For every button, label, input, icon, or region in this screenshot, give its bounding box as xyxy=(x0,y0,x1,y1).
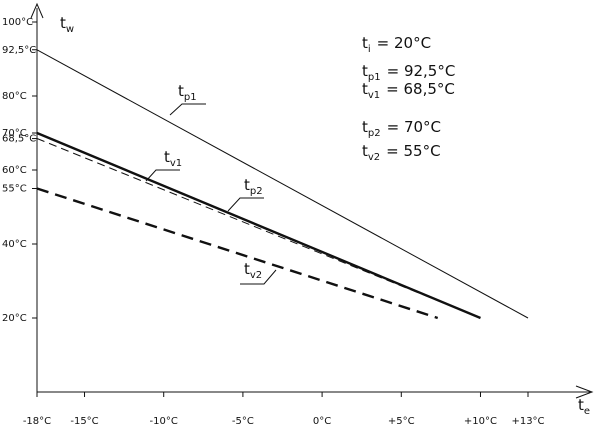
series-label-tv2: tv2 xyxy=(240,260,277,285)
y-tick-label-70: 70°C xyxy=(2,128,27,139)
svg-text:tp1: tp1 xyxy=(178,82,197,103)
y-ticks: 100°C 92,5°C 80°C 70°C68,5°C 60°C 55°C 40°C 20°… xyxy=(2,17,37,324)
x-tick-label-13: +13°C xyxy=(511,416,544,426)
x-tick-label-m5: -5°C xyxy=(232,416,254,426)
legend-block: ti = 20°C tp1 = 92,5°C tv1 = 68,5°C tp2 = 70… xyxy=(362,34,455,163)
legend-tp1: tp1 = 92,5°C xyxy=(362,62,455,83)
x-tick-label-m10: -10°C xyxy=(150,416,178,426)
x-axis-label-sub: e xyxy=(584,406,590,417)
y-axis-arrow-icon xyxy=(30,2,44,19)
y-tick-label-68-5: 68,5°C xyxy=(2,134,36,145)
leader-line-tv2 xyxy=(240,269,277,285)
x-axis-label: te xyxy=(578,396,590,417)
x-tick-label-0: 0°C xyxy=(313,416,331,426)
svg-text:tp2: tp2 xyxy=(244,176,263,197)
leader-line-tp1 xyxy=(169,103,206,116)
x-axis-arrow-icon xyxy=(575,385,594,399)
series-line-tv2 xyxy=(36,187,439,320)
y-tick-label-40: 40°C xyxy=(2,239,27,250)
x-axis-label-base: t xyxy=(578,396,584,414)
leader-line-tp2 xyxy=(227,197,264,212)
x-tick-label-m15: -15°C xyxy=(70,416,98,426)
y-axis-label-base: t xyxy=(60,14,66,32)
series-line-tv1 xyxy=(36,138,481,319)
legend-tv1: tv1 = 68,5°C xyxy=(362,80,455,101)
legend-tp2: tp2 = 70°C xyxy=(362,118,441,139)
y-axis-label: tw xyxy=(60,14,74,35)
series-label-tv1: tv1 xyxy=(145,148,182,182)
x-tick-label-5: +5°C xyxy=(388,416,415,426)
x-ticks: -18°C -15°C -10°C -5°C 0°C +5°C +10°C +13°C xyxy=(23,392,545,426)
series-label-tp1: tp1 xyxy=(169,82,206,116)
y-tick-label-80: 80°C xyxy=(2,91,27,102)
series-line-tp1 xyxy=(36,49,529,319)
y-tick-label-60: 60°C xyxy=(2,165,27,176)
series-label-tp2: tp2 xyxy=(227,176,264,212)
series-line-tp2 xyxy=(36,131,481,320)
y-tick-label-55: 55°C xyxy=(2,184,27,195)
leader-line-tv1 xyxy=(145,169,180,182)
legend-ti: ti = 20°C xyxy=(362,34,431,55)
legend-tv2: tv2 = 55°C xyxy=(362,142,441,163)
svg-text:tv2: tv2 xyxy=(244,260,262,281)
svg-text:tv1: tv1 xyxy=(164,148,182,169)
y-tick-label-92-5: 92,5°C xyxy=(2,45,36,56)
x-tick-label-10: +10°C xyxy=(464,416,497,426)
x-tick-label-m18: -18°C xyxy=(23,416,51,426)
y-axis-label-sub: w xyxy=(66,24,74,35)
y-tick-label-100: 100°C xyxy=(2,17,33,28)
y-tick-label-20: 20°C xyxy=(2,313,27,324)
series-lines xyxy=(36,49,529,320)
